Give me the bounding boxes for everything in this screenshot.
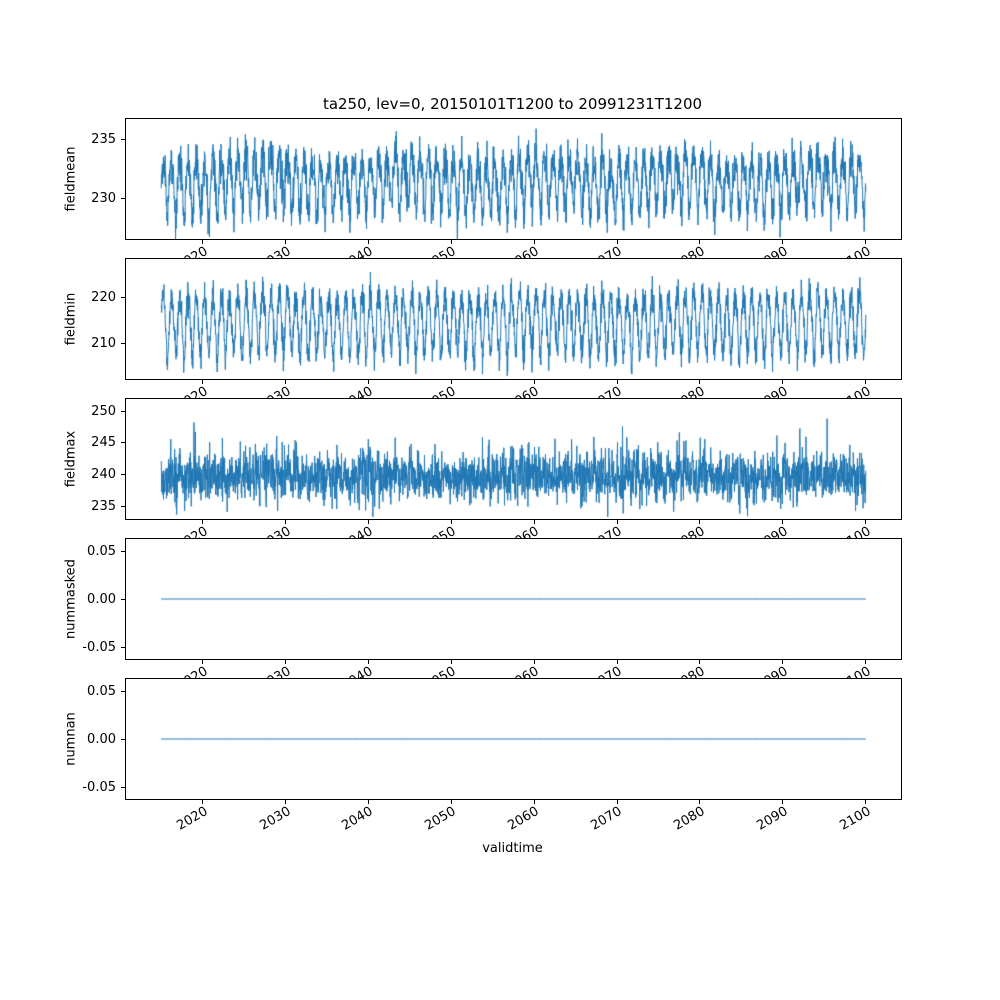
- y-tick-mark: [121, 410, 125, 412]
- y-tick-label: -0.05: [82, 779, 116, 795]
- x-tick-mark: [285, 239, 287, 244]
- y-tick-mark: [121, 738, 125, 740]
- y-tick-label: 220: [91, 290, 116, 306]
- x-tick-mark: [367, 799, 369, 804]
- y-tick-label: 230: [91, 190, 116, 206]
- x-tick-mark: [533, 799, 535, 804]
- y-tick-label: 235: [91, 498, 116, 514]
- subplot-nummasked: nummasked -0.050.000.0520202030204020502…: [64, 538, 902, 694]
- x-tick-label: 2090: [754, 804, 791, 834]
- y-tick-mark: [121, 442, 125, 444]
- y-tick-label: 245: [91, 435, 116, 451]
- y-tick-mark: [121, 690, 125, 692]
- x-tick-mark: [782, 239, 784, 244]
- series-line-nummasked: [126, 539, 901, 659]
- x-tick-mark: [533, 659, 535, 664]
- x-tick-mark: [202, 799, 204, 804]
- y-tick-label: 235: [91, 132, 116, 148]
- x-tick-mark: [202, 519, 204, 524]
- x-tick-label: 2040: [339, 804, 376, 834]
- x-tick-label: 2100: [837, 804, 874, 834]
- y-tick-mark: [121, 297, 125, 299]
- y-tick-label: -0.05: [82, 639, 116, 655]
- x-tick-mark: [782, 519, 784, 524]
- x-tick-mark: [450, 799, 452, 804]
- x-tick-mark: [450, 239, 452, 244]
- subplot-fieldmin: fieldmin 2102202020203020402050206020702…: [64, 258, 902, 414]
- x-tick-mark: [367, 379, 369, 384]
- series-line-fieldmean: [126, 119, 901, 239]
- x-tick-mark: [450, 379, 452, 384]
- x-tick-mark: [533, 379, 535, 384]
- y-tick-label: 0.00: [87, 731, 116, 747]
- y-tick-label: 0.05: [87, 683, 116, 699]
- x-tick-mark: [202, 659, 204, 664]
- y-tick-label: 0.00: [87, 591, 116, 607]
- x-tick-label: 2020: [173, 804, 211, 834]
- x-tick-mark: [865, 659, 867, 664]
- x-tick-label: 2070: [588, 804, 625, 834]
- y-tick-mark: [121, 550, 125, 552]
- x-tick-mark: [285, 659, 287, 664]
- x-tick-mark: [367, 239, 369, 244]
- x-tick-mark: [616, 379, 618, 384]
- x-tick-mark: [533, 239, 535, 244]
- x-tick-mark: [699, 239, 701, 244]
- subplot-numnan: numnan -0.05 0.00 0.05 2020 2030 2040 2050 2060…: [64, 678, 902, 834]
- series-line-numnan: [126, 679, 901, 799]
- y-tick-mark: [121, 197, 125, 199]
- y-tick-mark: [121, 786, 125, 788]
- x-tick-mark: [699, 379, 701, 384]
- series-line-fieldmax: [126, 399, 901, 519]
- x-tick-mark: [865, 239, 867, 244]
- x-tick-mark: [367, 659, 369, 664]
- x-tick-mark: [450, 659, 452, 664]
- x-axis-title: validtime: [482, 841, 543, 856]
- x-tick-mark: [616, 239, 618, 244]
- x-tick-label: 2050: [422, 804, 459, 834]
- x-tick-mark: [367, 519, 369, 524]
- x-tick-mark: [533, 519, 535, 524]
- x-tick-mark: [699, 659, 701, 664]
- chart-title: ta250, lev=0, 20150101T1200 to 20991231T…: [322, 95, 703, 113]
- y-tick-mark: [121, 139, 125, 141]
- x-tick-mark: [202, 379, 204, 384]
- x-tick-mark: [616, 799, 618, 804]
- x-tick-mark: [285, 799, 287, 804]
- x-tick-label: 2080: [671, 804, 708, 834]
- subplot-fieldmean: fieldmean 230235202020302040205020602070…: [64, 118, 902, 274]
- x-tick-mark: [782, 799, 784, 804]
- y-tick-label: 240: [91, 467, 116, 483]
- series-line-fieldmin: [126, 259, 901, 379]
- x-tick-mark: [865, 379, 867, 384]
- y-tick-label: 210: [91, 336, 116, 352]
- y-tick-mark: [121, 505, 125, 507]
- subplot-fieldmax: fieldmax 2352402452502020203020402050206…: [64, 398, 902, 554]
- y-tick-mark: [121, 474, 125, 476]
- y-tick-mark: [121, 343, 125, 345]
- x-tick-label: 2030: [256, 804, 294, 834]
- y-tick-label: 0.05: [87, 543, 116, 559]
- x-tick-mark: [699, 519, 701, 524]
- x-tick-mark: [782, 379, 784, 384]
- x-tick-mark: [285, 519, 287, 524]
- x-tick-mark: [616, 519, 618, 524]
- x-tick-mark: [699, 799, 701, 804]
- y-tick-mark: [121, 598, 125, 600]
- y-tick-label: 250: [91, 403, 116, 419]
- x-tick-mark: [782, 659, 784, 664]
- x-tick-mark: [865, 799, 867, 804]
- x-tick-label: 2060: [505, 804, 542, 834]
- y-tick-mark: [121, 646, 125, 648]
- x-tick-mark: [865, 519, 867, 524]
- x-tick-mark: [285, 379, 287, 384]
- x-tick-mark: [450, 519, 452, 524]
- x-tick-mark: [616, 659, 618, 664]
- x-tick-mark: [202, 239, 204, 244]
